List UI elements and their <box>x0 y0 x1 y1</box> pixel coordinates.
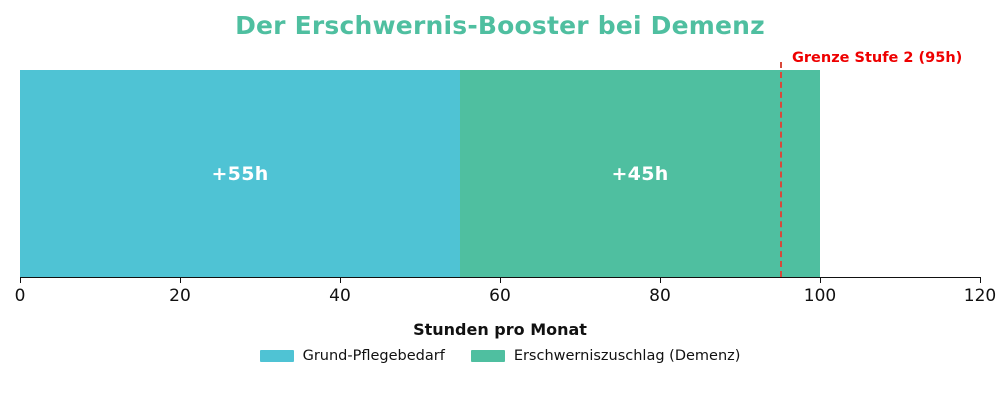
bar-segment-erschwerniszuschlag[interactable]: +45h <box>460 70 820 277</box>
x-tick-label-60: 60 <box>489 286 511 306</box>
legend-item-erschwerniszuschlag[interactable]: Erschwerniszuschlag (Demenz) <box>470 348 741 364</box>
x-tick-label-100: 100 <box>803 286 837 306</box>
legend-item-grund-pflegebedarf[interactable]: Grund-Pflegebedarf <box>259 348 445 364</box>
bar-segment-grund-pflegebedarf[interactable]: +55h <box>20 70 460 277</box>
x-tick-label-0: 0 <box>14 286 26 306</box>
x-tick-label-80: 80 <box>649 286 671 306</box>
bar-segment-label-grund-pflegebedarf: +55h <box>211 162 269 185</box>
x-axis-label: Stunden pro Monat <box>413 320 587 339</box>
chart-legend: Grund-Pflegebedarf Erschwerniszuschlag (… <box>0 348 1000 364</box>
x-tick-label-120: 120 <box>963 286 997 306</box>
x-tick-mark-60 <box>500 277 501 283</box>
x-tick-label-40: 40 <box>329 286 351 306</box>
legend-swatch-icon-erschwerniszuschlag <box>470 350 505 362</box>
legend-swatch-icon-grund-pflegebedarf <box>259 350 294 362</box>
threshold-label-stufe-2: Grenze Stufe 2 (95h) <box>792 50 963 66</box>
chart-title: Der Erschwernis-Booster bei Demenz <box>235 11 765 40</box>
legend-label-erschwerniszuschlag: Erschwerniszuschlag (Demenz) <box>513 348 741 364</box>
x-tick-mark-120 <box>980 277 981 283</box>
x-tick-mark-40 <box>340 277 341 283</box>
bar-segment-label-erschwerniszuschlag: +45h <box>611 162 669 185</box>
x-tick-mark-0 <box>20 277 21 283</box>
x-tick-mark-80 <box>660 277 661 283</box>
plot-area: +55h +45h Grenze Stufe 2 (95h) <box>20 50 980 277</box>
threshold-line-stufe-2 <box>780 62 782 277</box>
x-tick-mark-100 <box>820 277 821 283</box>
legend-label-grund-pflegebedarf: Grund-Pflegebedarf <box>302 348 445 364</box>
stacked-bar: +55h +45h Grenze Stufe 2 (95h) <box>20 50 980 277</box>
x-tick-mark-20 <box>180 277 181 283</box>
x-tick-label-20: 20 <box>169 286 191 306</box>
